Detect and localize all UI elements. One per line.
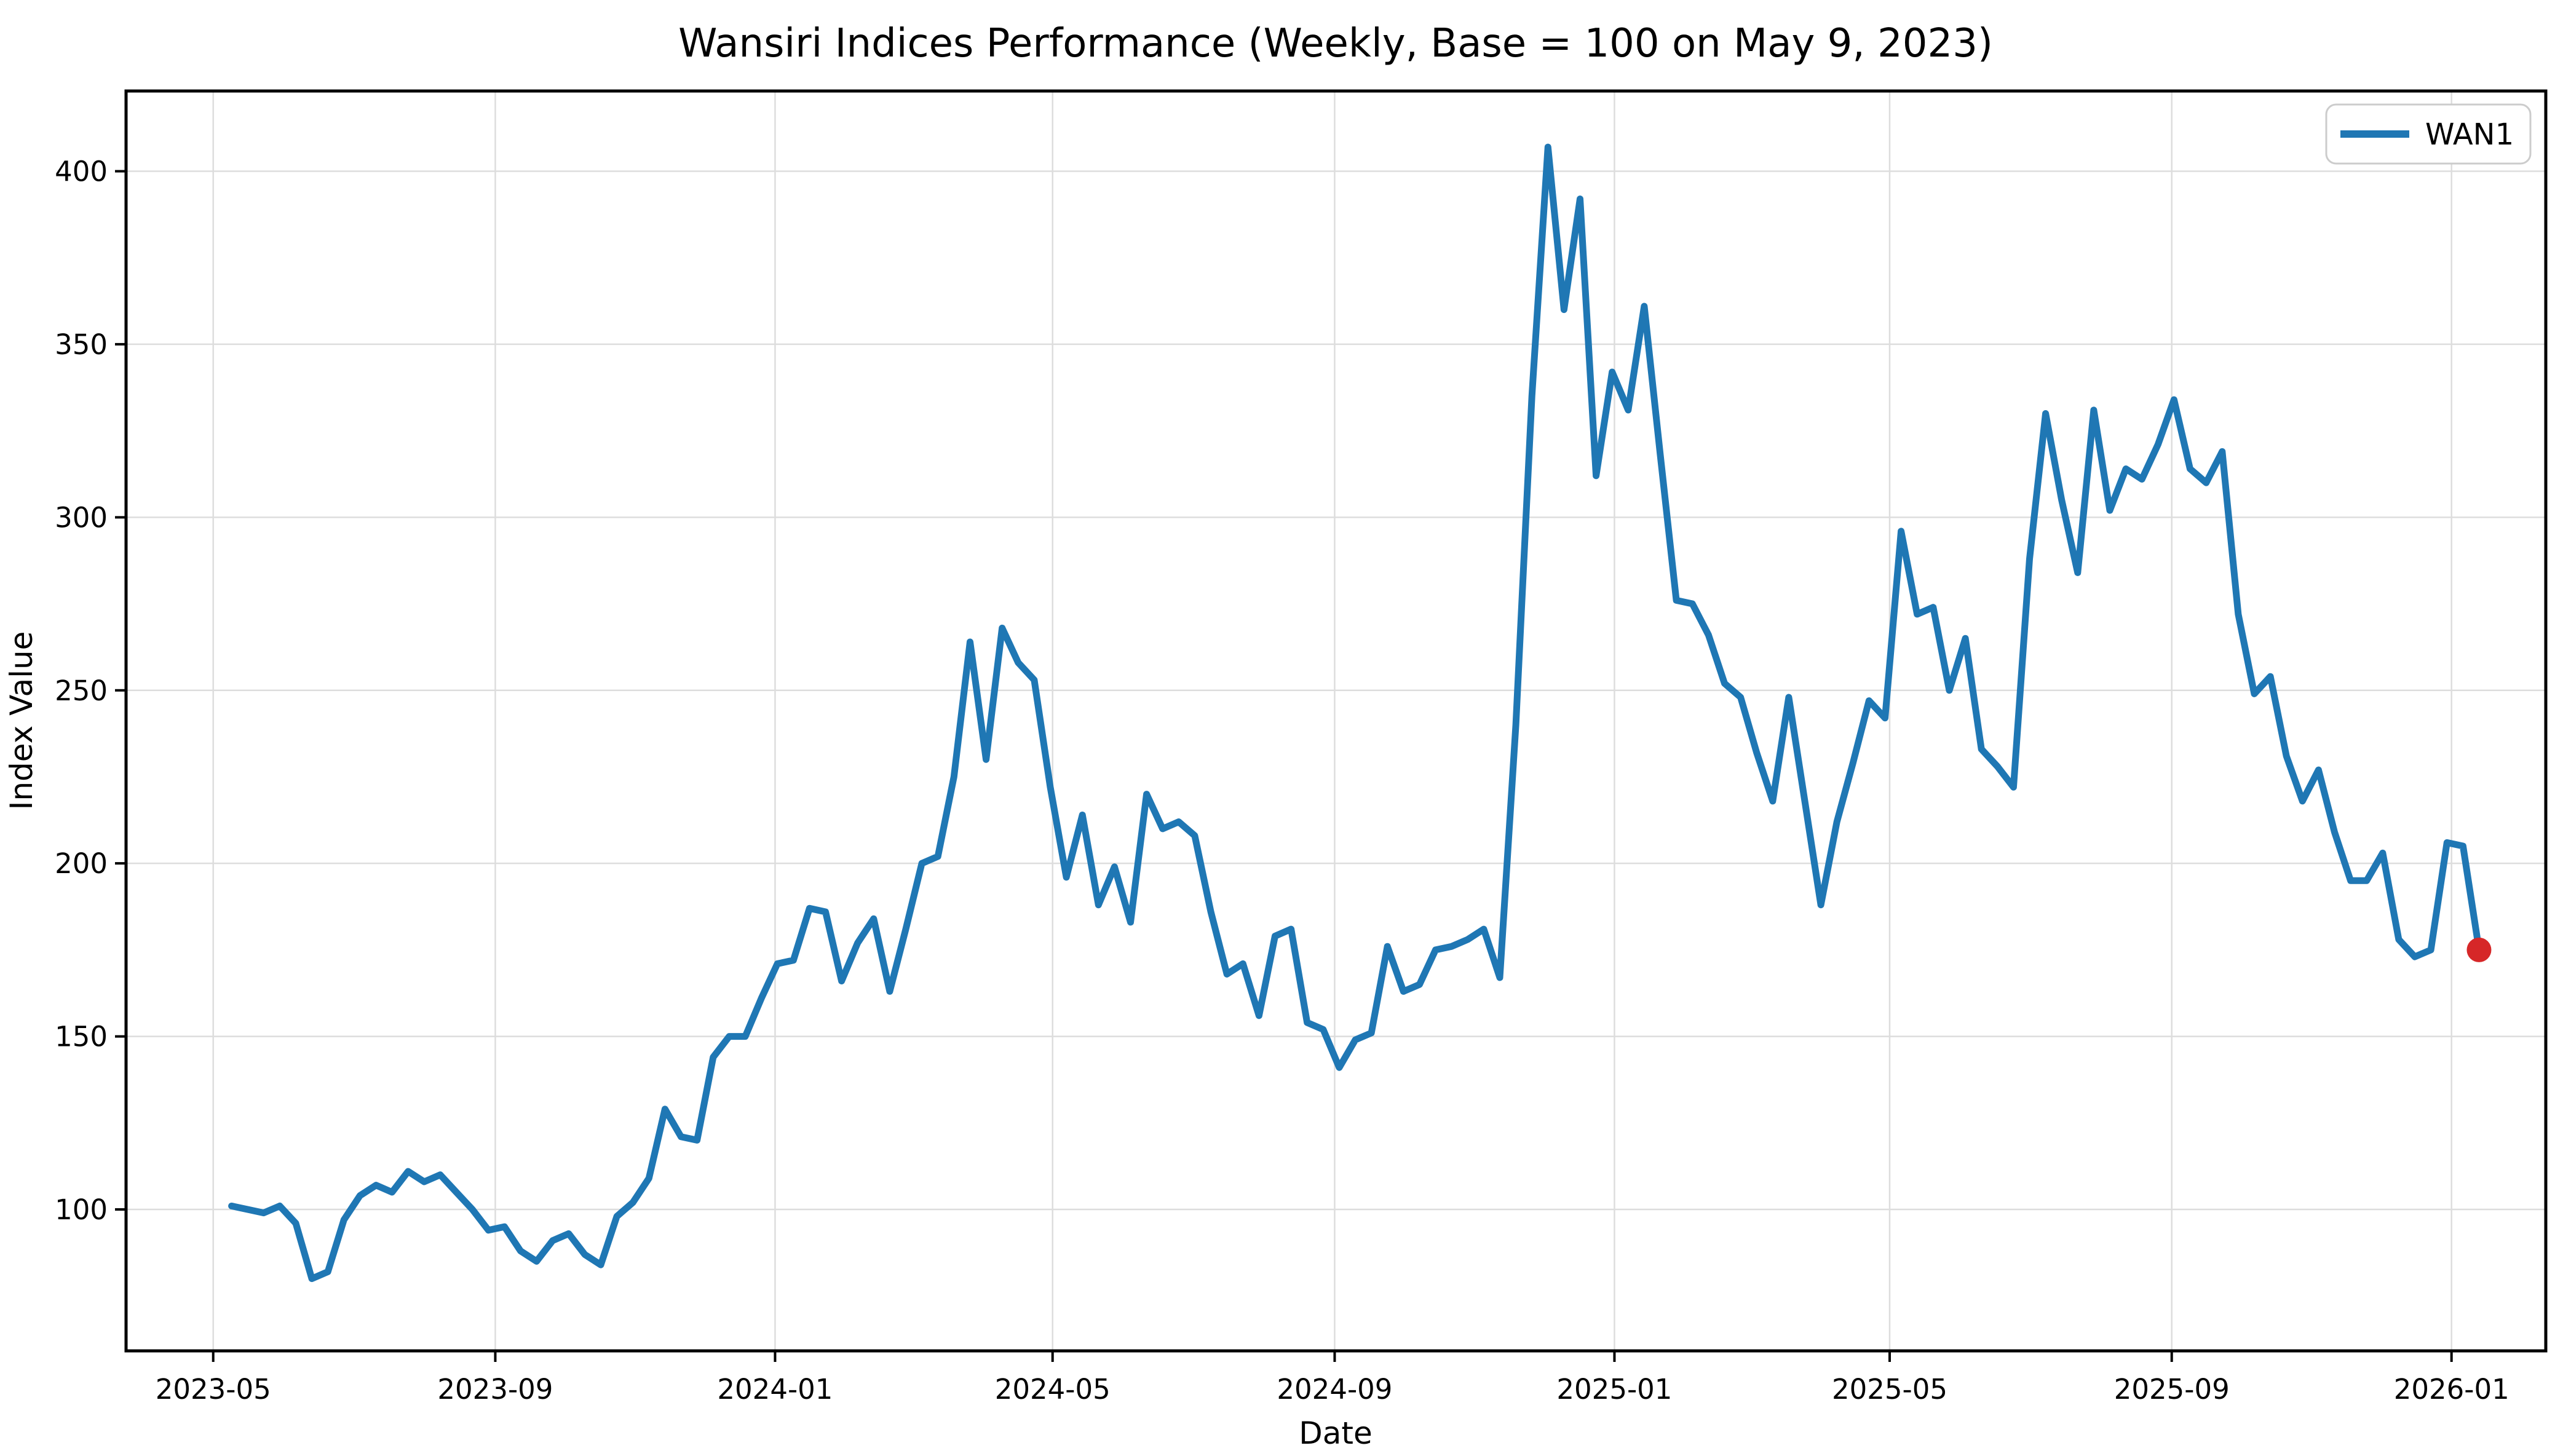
- x-tick-label: 2023-05: [156, 1373, 271, 1406]
- y-tick-label: 300: [55, 501, 108, 534]
- y-tick-label: 350: [55, 328, 108, 361]
- x-tick-label: 2025-05: [1832, 1373, 1947, 1406]
- x-tick-label: 2025-01: [1556, 1373, 1672, 1406]
- y-tick-label: 400: [55, 156, 108, 188]
- y-tick-label: 150: [55, 1021, 108, 1053]
- series-line-wan1: [228, 143, 2482, 1283]
- y-tick-label: 200: [55, 847, 108, 880]
- plot-border: [124, 89, 2548, 1353]
- x-tick-label: 2024-05: [995, 1373, 1111, 1406]
- y-tick-label: 250: [55, 675, 108, 707]
- tick-labels: 100 150 200 250 300 350 400 2023-05 2023-09 2024-…: [55, 156, 2510, 1406]
- y-tick-label: 100: [55, 1193, 108, 1226]
- x-tick-label: 2026-01: [2394, 1373, 2510, 1406]
- legend-entry-label: WAN1: [2425, 117, 2514, 152]
- x-tick-label: 2023-09: [437, 1373, 553, 1406]
- series-lines: [228, 143, 2482, 1283]
- series-end-marker: [2466, 937, 2492, 962]
- x-tick-label: 2025-09: [2114, 1373, 2230, 1406]
- x-axis-label: Date: [1299, 1415, 1373, 1451]
- x-tick-label: 2024-09: [1277, 1373, 1392, 1406]
- x-tick-label: 2024-01: [717, 1373, 833, 1406]
- gridlines: [126, 91, 2546, 1351]
- legend-box: [2325, 103, 2532, 165]
- axis-ticks: [115, 170, 2453, 1362]
- chart-title: Wansiri Indices Performance (Weekly, Bas…: [678, 21, 1993, 66]
- y-axis-label: Index Value: [4, 631, 39, 810]
- legend: WAN1: [2325, 103, 2532, 165]
- series-end-dot: [2466, 937, 2492, 962]
